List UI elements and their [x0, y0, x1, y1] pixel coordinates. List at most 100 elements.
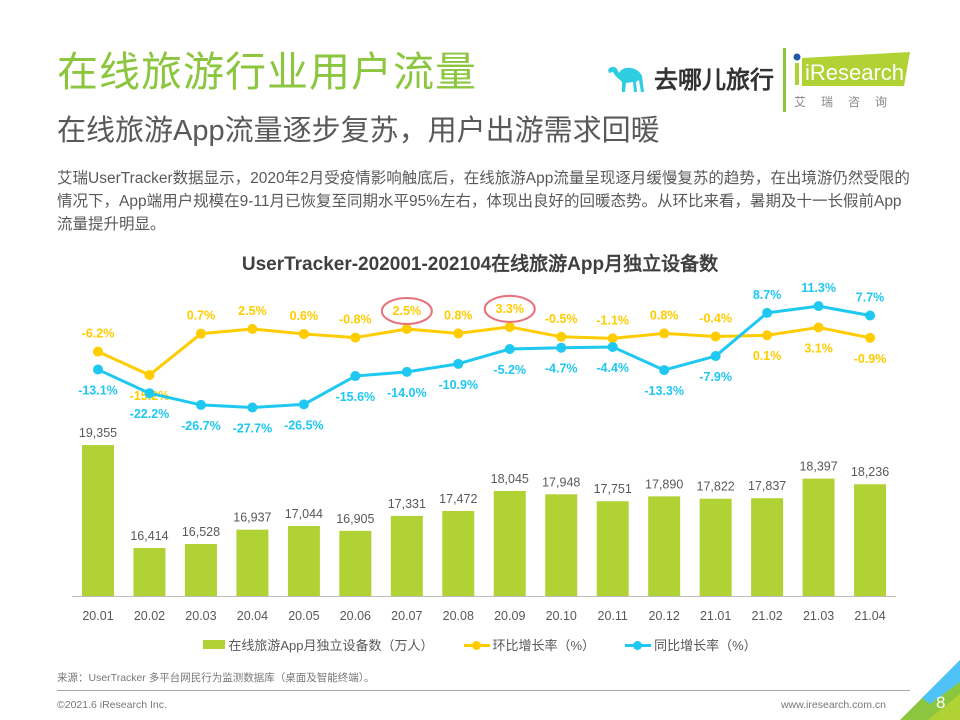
- legend-mom-label: 环比增长率（%）: [492, 638, 596, 653]
- bar-20.07: [390, 515, 423, 596]
- mom-growth-data-label: -0.9%: [854, 352, 887, 366]
- yoy-growth-point: [659, 365, 670, 376]
- footer-divider: [57, 690, 910, 691]
- bar-20.06: [339, 530, 372, 596]
- bar-21.04: [854, 484, 887, 596]
- page-subtitle: 在线旅游App流量逐步复苏，用户出游需求回暖: [57, 115, 660, 147]
- mom-growth-point: [298, 328, 309, 339]
- bar-value-label: 17,331: [388, 497, 426, 511]
- chart-legend: 在线旅游App月独立设备数（万人） 环比增长率（%） 同比增长率（%）: [0, 635, 960, 654]
- yoy-growth-point: [298, 399, 309, 410]
- bar-value-label: 18,236: [851, 465, 889, 479]
- yoy-growth-point: [556, 342, 567, 353]
- mom-growth-point: [762, 330, 773, 341]
- yoy-growth-point: [762, 307, 773, 318]
- mom-growth-data-label: 3.1%: [804, 341, 833, 355]
- yoy-growth-point: [247, 402, 258, 413]
- mom-growth-data-label: -1.1%: [596, 313, 629, 327]
- mom-growth-point: [710, 331, 721, 342]
- yoy-growth-point: [144, 388, 155, 399]
- iresearch-logo-cn: 艾瑞咨询: [794, 95, 903, 109]
- chart-title: UserTracker-202001-202104在线旅游App月独立设备数: [241, 254, 719, 275]
- mom-growth-point: [813, 322, 824, 333]
- mom-growth-point: [144, 370, 155, 381]
- mom-growth-point: [504, 321, 515, 332]
- bar-21.02: [751, 498, 784, 596]
- yoy-growth-point: [350, 371, 361, 382]
- mom-growth-data-label: 0.8%: [444, 308, 473, 322]
- legend-bar-swatch: [203, 640, 226, 649]
- bar-value-label: 17,948: [542, 475, 580, 489]
- mom-growth-point: [350, 332, 361, 343]
- legend-mom-swatch: [463, 639, 490, 651]
- camel-icon: [608, 66, 644, 92]
- yoy-growth-data-label: -14.0%: [387, 386, 427, 400]
- legend-yoy-swatch: [625, 639, 652, 651]
- yoy-growth-point: [93, 364, 103, 375]
- x-tick-label: 20.11: [598, 609, 628, 623]
- legend-item-yoy: 同比增长率（%）: [625, 635, 757, 654]
- bar-20.05: [287, 525, 320, 596]
- highlight-circle: [380, 297, 433, 325]
- mom-growth-data-label: -0.5%: [545, 312, 578, 326]
- bar-value-label: 16,905: [336, 512, 374, 526]
- bar-20.01: [82, 445, 114, 596]
- bar-value-label: 17,822: [697, 480, 735, 494]
- x-tick-label: 20.12: [649, 609, 680, 623]
- yoy-growth-data-label: -5.2%: [493, 363, 526, 377]
- legend-item-bar: 在线旅游App月独立设备数（万人）: [203, 635, 434, 654]
- mom-growth-point: [453, 328, 464, 339]
- x-tick-label: 20.01: [82, 609, 113, 623]
- yoy-growth-point: [813, 301, 824, 312]
- bar-value-label: 17,472: [439, 492, 477, 506]
- mom-growth-point: [865, 332, 876, 343]
- x-tick-label: 21.01: [700, 609, 731, 623]
- mom-growth-point: [607, 333, 618, 344]
- yoy-growth-data-label: -22.2%: [130, 407, 170, 421]
- mom-growth-data-label: -6.2%: [82, 327, 115, 341]
- bar-20.09: [493, 490, 526, 596]
- x-tick-label: 20.09: [494, 609, 525, 623]
- mom-growth-point: [659, 328, 670, 339]
- x-tick-label: 21.03: [803, 609, 834, 623]
- mom-growth-data-label: 0.1%: [753, 349, 782, 363]
- yoy-growth-line: [97, 304, 871, 410]
- bar-20.12: [648, 496, 681, 596]
- source-note: 来源：UserTracker 多平台网民行为监测数据库（桌面及智能终端）。: [57, 672, 375, 684]
- mom-growth-data-label: 3.3%: [496, 302, 525, 316]
- bar-20.02: [133, 548, 166, 596]
- legend-yoy-label: 同比增长率（%）: [654, 638, 757, 653]
- copyright-text: ©2021.6 iResearch Inc.: [57, 699, 167, 711]
- x-tick-label: 20.07: [391, 609, 422, 623]
- page-title: 在线旅游行业用户流量: [57, 49, 477, 95]
- mom-growth-point: [401, 324, 412, 334]
- legend-item-mom: 环比增长率（%）: [463, 635, 596, 654]
- bar-20.08: [442, 510, 475, 596]
- yoy-growth-data-label: -27.7%: [233, 422, 273, 436]
- x-tick-label: 20.10: [546, 609, 577, 623]
- logo-divider: [783, 48, 786, 112]
- bar-value-label: 17,751: [594, 482, 632, 496]
- mom-growth-data-label: 0.6%: [290, 309, 319, 323]
- yoy-growth-point: [865, 310, 876, 321]
- bar-20.03: [184, 544, 217, 596]
- yoy-growth-data-label: -15.6%: [336, 390, 376, 404]
- yoy-growth-point: [504, 344, 515, 355]
- x-tick-label: 20.02: [134, 609, 165, 623]
- yoy-growth-data-label: 8.7%: [753, 288, 782, 302]
- bar-21.03: [802, 478, 835, 596]
- iresearch-logo: iResearch: [793, 52, 910, 86]
- bar-value-label: 19,355: [79, 426, 117, 440]
- website-link[interactable]: www.iresearch.com.cn: [780, 699, 886, 711]
- mom-growth-data-label: 0.8%: [650, 308, 679, 322]
- yoy-growth-point: [453, 358, 464, 369]
- x-tick-label: 21.02: [751, 609, 782, 623]
- mom-growth-data-label: -0.4%: [699, 312, 732, 326]
- bar-20.11: [596, 501, 629, 596]
- yoy-growth-data-label: -13.3%: [644, 384, 684, 398]
- yoy-growth-point: [607, 341, 618, 352]
- description-text: 艾瑞UserTracker数据显示，2020年2月受疫情影响触底后，在线旅游Ap…: [57, 170, 910, 233]
- yoy-growth-data-label: -4.4%: [596, 361, 629, 375]
- x-tick-label: 20.04: [237, 609, 268, 623]
